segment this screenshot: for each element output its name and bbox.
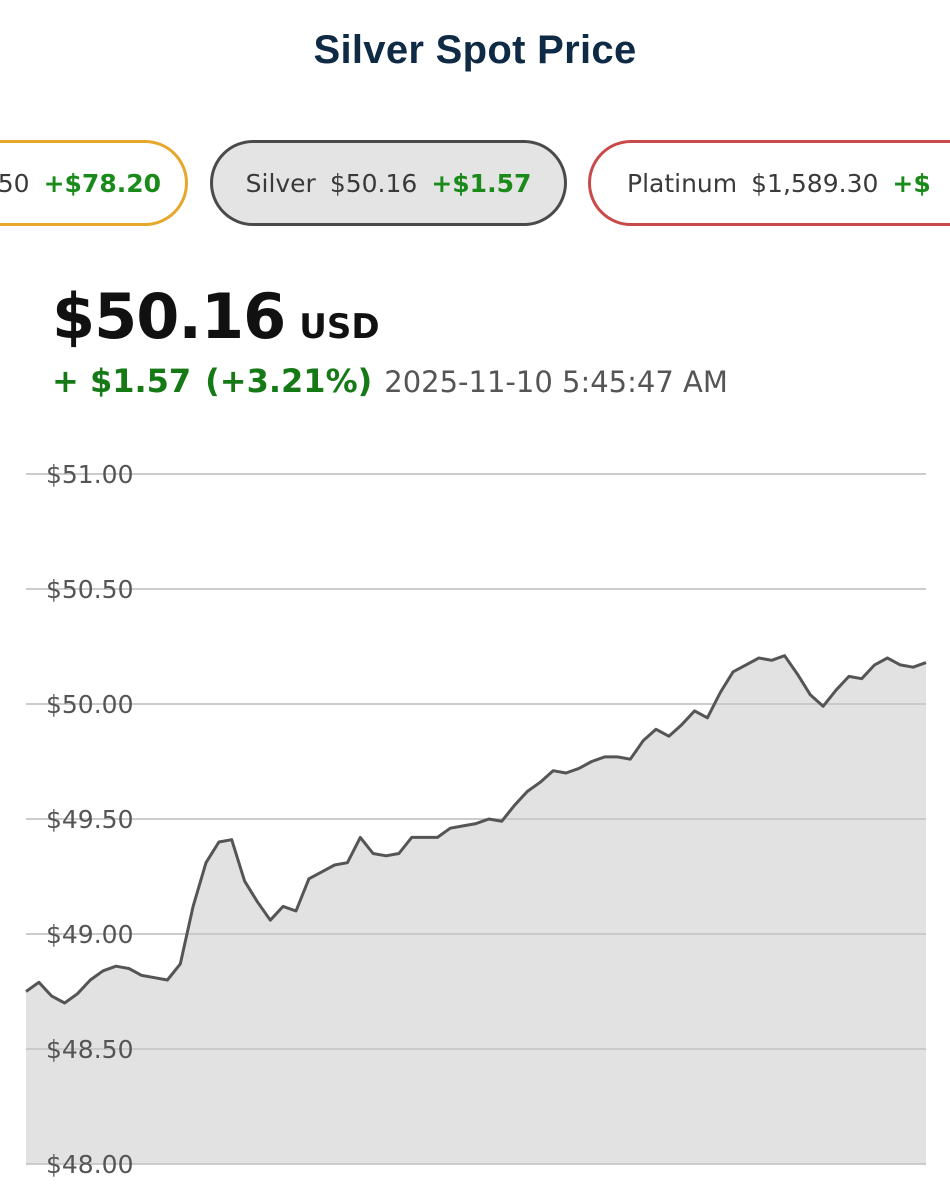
gold-chip[interactable]: .50 +$78.20	[0, 140, 188, 226]
silver-chip[interactable]: Silver $50.16 +$1.57	[210, 140, 567, 226]
current-price: $50.16 USD	[52, 280, 380, 353]
metal-selector: .50 +$78.20 Silver $50.16 +$1.57 Platinu…	[0, 140, 950, 230]
price-change-line: + $1.57 (+3.21%) 2025-11-10 5:45:47 AM	[52, 362, 728, 400]
platinum-chip-price: $1,589.30	[751, 168, 879, 198]
silver-chip-price: $50.16	[329, 168, 418, 198]
change-percent: (+3.21%)	[205, 362, 373, 400]
price-chart: $51.00 $50.50 $50.00 $49.50 $49.00 $48.50 $48.…	[0, 440, 950, 1200]
y-tick-label: $48.00	[46, 1150, 133, 1179]
y-tick-label: $48.50	[46, 1035, 133, 1064]
platinum-chip[interactable]: Platinum $1,589.30 +$	[588, 140, 950, 226]
platinum-chip-name: Platinum	[627, 168, 738, 198]
current-price-value: $50.16	[52, 280, 286, 353]
silver-chip-change: +$1.57	[431, 168, 532, 198]
y-tick-label: $50.50	[46, 575, 133, 604]
platinum-chip-change: +$	[892, 168, 931, 198]
y-tick-label: $49.00	[46, 920, 133, 949]
quote-timestamp: 2025-11-10 5:45:47 AM	[384, 365, 728, 399]
y-tick-label: $49.50	[46, 805, 133, 834]
page-title: Silver Spot Price	[313, 28, 637, 72]
gold-chip-change: +$78.20	[43, 168, 161, 198]
gold-chip-price: .50	[0, 168, 30, 198]
change-amount: + $1.57	[52, 362, 192, 400]
y-tick-label: $51.00	[46, 460, 133, 489]
price-chart-svg: $51.00 $50.50 $50.00 $49.50 $49.00 $48.50 $48.…	[25, 460, 927, 1179]
currency-label: USD	[299, 307, 380, 347]
price-line	[25, 654, 927, 1005]
y-tick-label: $50.00	[46, 690, 133, 719]
price-area	[26, 655, 926, 1164]
silver-chip-name: Silver	[245, 168, 316, 198]
